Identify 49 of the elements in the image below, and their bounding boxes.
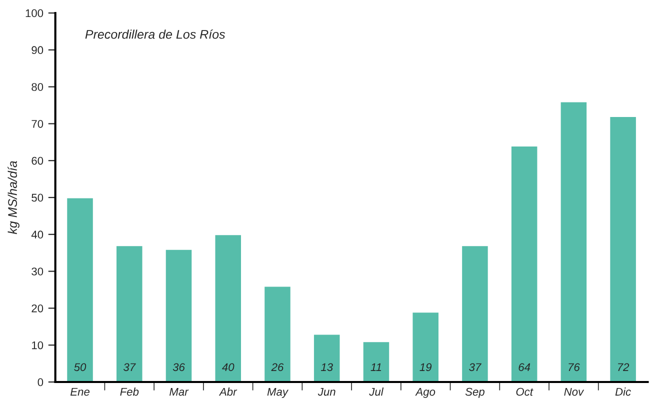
x-tick-label: Abr	[218, 388, 238, 396]
bar	[66, 196, 94, 382]
data-label: 72	[618, 363, 630, 371]
data-label: 50	[74, 363, 86, 372]
bar	[411, 311, 440, 382]
data-label: 76	[568, 363, 580, 372]
x-tick-label: Jul	[369, 388, 384, 396]
bar	[460, 244, 490, 382]
x-tick-label: Nov	[564, 388, 584, 396]
data-label: 13	[320, 363, 333, 372]
y-tick-label: 0	[38, 378, 44, 386]
y-tick-label: 100	[26, 9, 44, 18]
y-tick-label: 50	[32, 194, 44, 202]
x-tick-label: Ago	[415, 388, 436, 398]
y-axis-title: kg MS/ha/día	[8, 161, 20, 234]
x-tick-label: Ene	[70, 388, 90, 396]
data-label: 11	[370, 363, 382, 371]
bar	[164, 248, 194, 382]
y-tick-label: 90	[32, 46, 44, 54]
bar	[115, 244, 144, 382]
y-tick-label: 80	[32, 83, 44, 91]
y-tick-label: 40	[31, 230, 44, 239]
data-label: 37	[123, 363, 136, 372]
bar	[263, 285, 292, 382]
y-tick-label: 30	[32, 268, 44, 276]
bar	[362, 340, 390, 382]
data-label: 37	[469, 363, 482, 372]
data-label: 26	[271, 363, 284, 372]
y-tick-label: 60	[32, 156, 44, 165]
data-label: 40	[222, 363, 234, 372]
x-tick-label: May	[267, 388, 289, 398]
x-tick-label: Mar	[170, 388, 189, 396]
bar	[559, 100, 588, 382]
data-label: 36	[172, 363, 185, 372]
x-tick-label: Jun	[318, 388, 336, 396]
text: Precordillera de Los Ríos	[85, 29, 226, 39]
x-tick-label: Dic	[615, 388, 631, 396]
x-tick-label: Sep	[465, 388, 484, 398]
bar	[312, 333, 342, 382]
data-label: 64	[518, 363, 530, 372]
x-tick-label: Feb	[120, 388, 139, 396]
data-label: 19	[420, 363, 432, 372]
y-tick-label: 20	[32, 304, 44, 312]
bar	[214, 234, 242, 382]
bar	[510, 145, 539, 382]
y-tick-label: 10	[32, 341, 44, 350]
y-tick-label: 70	[32, 120, 44, 128]
bar	[608, 116, 638, 382]
x-tick-label: Oct	[516, 388, 534, 396]
